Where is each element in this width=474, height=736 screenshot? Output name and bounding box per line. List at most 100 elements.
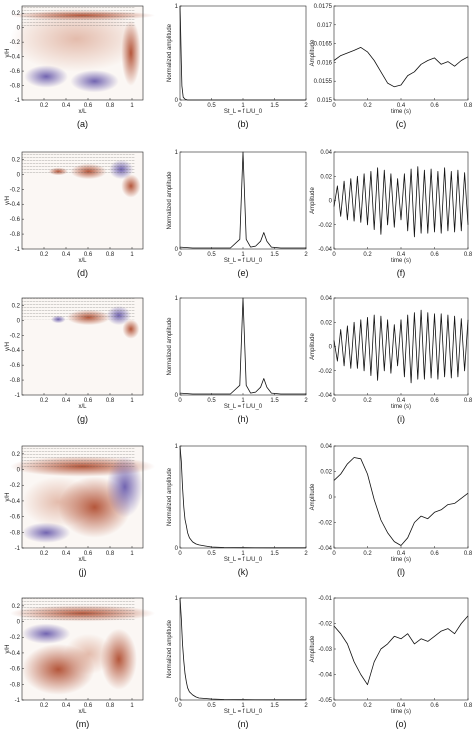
y-tick-label: -0.8 <box>10 84 21 90</box>
plot-frame <box>179 5 307 101</box>
field-region <box>106 456 143 518</box>
y-tick-label: -1 <box>15 546 21 552</box>
field-region <box>121 174 141 198</box>
series-line <box>333 615 469 686</box>
y-tick-label: 1 <box>175 596 179 602</box>
x-tick-label: 0.2 <box>40 398 49 404</box>
velocity-vectors <box>22 598 135 621</box>
y-tick-label: 1 <box>175 150 179 156</box>
y-tick-label: -0.8 <box>10 682 21 688</box>
x-tick-label: 0 <box>178 551 182 557</box>
x-tick-label: 2 <box>304 103 308 109</box>
velocity-vectors <box>22 152 135 174</box>
x-tick-label: 1.5 <box>270 703 279 709</box>
x-axis-label: St_L = f L/U_0 <box>224 404 263 410</box>
x-tick-label: 0 <box>332 398 336 404</box>
field-region <box>100 628 137 690</box>
series-line <box>333 457 469 546</box>
series-line <box>179 597 306 701</box>
y-tick-label: -1 <box>15 698 21 704</box>
panel-caption: (h) <box>238 414 249 424</box>
y-tick-label: 0.2 <box>12 157 21 163</box>
x-tick-label: 1 <box>241 103 245 109</box>
y-tick-label: 0 <box>17 172 21 178</box>
y-axis-label: y/H <box>5 342 11 351</box>
panel-a: 0.2 0.4 0.6 0.8 1 0.2 0 -0.2 -0.4 -0.6 -0.8 -1 x/L y/… <box>5 5 156 129</box>
x-tick-label: 1 <box>130 252 134 258</box>
panel-caption: (b) <box>238 119 249 129</box>
y-tick-label: 0.2 <box>12 11 21 17</box>
field-region <box>121 20 141 86</box>
y-tick-label: -0.4 <box>10 202 21 208</box>
panel-m: 0.2 0.4 0.6 0.8 1 0.2 0 -0.2 -0.4 -0.6 -0.8 -1 x/L y/… <box>5 597 156 729</box>
series-line <box>179 297 306 395</box>
y-tick-label: 1 <box>175 4 179 10</box>
y-tick-label: 0 <box>175 247 179 253</box>
panel-caption: (m) <box>76 719 90 729</box>
panel-j: 0.2 0.4 0.6 0.8 1 0.2 0 -0.2 -0.4 -0.6 -0.8 -1 x/L y/… <box>5 445 156 577</box>
x-tick-label: 0.5 <box>207 103 216 109</box>
y-tick-label: 0.2 <box>12 452 21 458</box>
field-region <box>24 65 68 88</box>
x-tick-label: 0.4 <box>397 252 406 258</box>
x-tick-label: 0.6 <box>84 103 93 109</box>
y-tick-label: -0.02 <box>318 223 332 229</box>
y-tick-label: 0.04 <box>320 444 332 450</box>
y-tick-label: -0.2 <box>10 40 21 46</box>
y-axis-label: Normalized amplitude <box>167 171 173 230</box>
y-tick-label: 0 <box>329 345 333 351</box>
plot-frame <box>333 445 469 549</box>
field-region <box>122 319 140 339</box>
y-axis-label: y/H <box>5 196 11 205</box>
y-axis-label: Amplitude <box>310 39 316 66</box>
x-axis-label: St_L = f L/U_0 <box>224 557 263 563</box>
x-axis-label: St_L = f L/U_0 <box>224 258 263 264</box>
panel-l: 0 0.2 0.4 0.6 0.8 0.04 0.02 0 -0.02 -0.04 time (s)… <box>310 444 473 577</box>
y-tick-label: 0.016 <box>317 60 333 66</box>
x-tick-label: 0.4 <box>62 551 71 557</box>
y-tick-label: 0.2 <box>12 604 21 610</box>
y-axis-label: Amplitude <box>310 483 316 510</box>
y-tick-label: 0 <box>329 199 333 205</box>
x-tick-label: 0.2 <box>40 551 49 557</box>
panel-c: 0 0.2 0.4 0.6 0.8 0.0175 0.017 0.0165 0.016 0.015… <box>310 4 473 129</box>
x-axis-label: time (s) <box>391 404 411 410</box>
plot-frame <box>179 445 307 549</box>
x-tick-label: 1.5 <box>270 551 279 557</box>
y-axis-label: y/H <box>5 645 11 654</box>
x-tick-label: 0.5 <box>207 703 216 709</box>
x-tick-label: 1 <box>241 551 245 557</box>
y-axis-label: Normalized amplitude <box>167 619 173 678</box>
plot-frame <box>333 597 469 701</box>
panel-caption: (j) <box>79 567 87 577</box>
x-tick-label: 0.4 <box>397 703 406 709</box>
x-tick-label: 0 <box>178 252 182 258</box>
x-tick-label: 0.2 <box>363 398 372 404</box>
plot-frame <box>21 597 144 701</box>
field-region <box>22 522 71 543</box>
x-tick-label: 1 <box>241 703 245 709</box>
x-tick-label: 0.2 <box>363 703 372 709</box>
x-tick-label: 1 <box>130 103 134 109</box>
x-tick-label: 0.2 <box>363 551 372 557</box>
x-tick-label: 0 <box>178 398 182 404</box>
x-tick-label: 0.5 <box>207 398 216 404</box>
x-tick-label: 2 <box>304 703 308 709</box>
x-tick-label: 0.6 <box>430 103 439 109</box>
y-tick-label: 0.0165 <box>314 42 333 48</box>
y-tick-label: -1 <box>15 247 21 253</box>
y-tick-label: -0.02 <box>318 622 332 628</box>
x-tick-label: 1 <box>130 551 134 557</box>
y-tick-label: 0.02 <box>320 174 332 180</box>
y-tick-label: 0 <box>175 98 179 104</box>
panel-caption: (i) <box>397 414 405 424</box>
y-tick-label: 0.017 <box>317 23 333 29</box>
x-tick-label: 0.2 <box>40 103 49 109</box>
x-tick-label: 0.8 <box>106 551 115 557</box>
y-tick-label: -0.4 <box>10 499 21 505</box>
y-axis-label: Amplitude <box>310 635 316 662</box>
y-tick-label: -0.4 <box>10 651 21 657</box>
panel-i: 0 0.2 0.4 0.6 0.8 0.04 0.02 0 -0.02 -0.04 time (s)… <box>310 296 473 424</box>
y-tick-label: 0.0155 <box>314 79 333 85</box>
